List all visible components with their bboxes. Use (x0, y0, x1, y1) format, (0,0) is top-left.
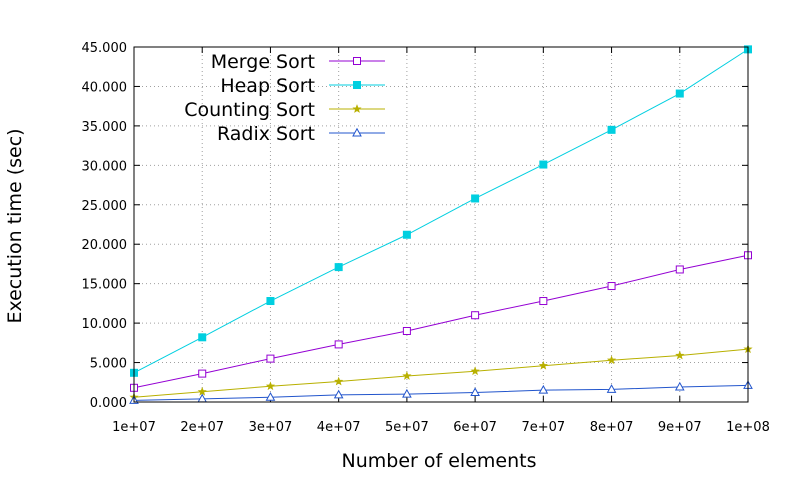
data-point-heap-sort (266, 297, 275, 306)
legend-marker-heap-sort (353, 81, 361, 89)
data-point-counting-sort (538, 360, 548, 370)
y-tick-label: 0.000 (90, 396, 127, 411)
x-tick-label: 9e+07 (658, 420, 702, 435)
series-radix-sort (129, 380, 753, 404)
data-point-heap-sort (334, 263, 343, 272)
data-point-radix-sort (402, 388, 412, 398)
legend-label-heap-sort: Heap Sort (220, 75, 315, 97)
data-point-merge-sort (539, 297, 548, 306)
data-point-radix-sort (470, 387, 480, 397)
data-point-counting-sort (606, 355, 617, 365)
data-point-merge-sort (607, 282, 616, 291)
legend-label-radix-sort: Radix Sort (217, 123, 315, 145)
data-point-radix-sort (606, 384, 617, 393)
y-tick-label: 10.000 (82, 317, 128, 332)
x-tick-label: 3e+07 (249, 420, 293, 435)
y-axis-title: Execution time (sec) (4, 128, 26, 323)
data-point-radix-sort (333, 389, 344, 399)
data-point-merge-sort (266, 354, 275, 363)
legend-item-merge-sort: Merge Sort (211, 51, 385, 73)
y-tick-label: 30.000 (82, 159, 128, 174)
data-point-merge-sort (402, 327, 411, 335)
data-point-radix-sort (538, 384, 549, 394)
y-tick-label: 20.000 (82, 238, 128, 253)
data-point-counting-sort (470, 366, 480, 376)
data-point-counting-sort (265, 381, 276, 391)
legend-marker-counting-sort (352, 104, 362, 113)
x-tick-label: 8e+07 (590, 420, 634, 435)
legend-item-radix-sort: Radix Sort (217, 123, 385, 145)
data-point-merge-sort (675, 265, 684, 274)
y-tick-label: 25.000 (82, 199, 128, 214)
data-point-radix-sort (265, 392, 276, 401)
series-line-counting-sort (133, 348, 749, 398)
data-point-heap-sort (607, 125, 616, 134)
data-point-merge-sort (471, 311, 480, 320)
data-point-merge-sort (334, 340, 343, 349)
data-point-heap-sort (471, 194, 480, 203)
legend-label-counting-sort: Counting Sort (184, 99, 315, 121)
data-point-heap-sort (539, 160, 548, 169)
data-point-radix-sort (197, 393, 208, 403)
series-counting-sort (129, 344, 753, 402)
legend-item-counting-sort: Counting Sort (184, 99, 385, 121)
data-point-counting-sort (675, 350, 685, 360)
data-point-counting-sort (334, 376, 344, 386)
series-line-merge-sort (133, 254, 749, 389)
data-point-counting-sort (197, 386, 207, 396)
legend-marker-merge-sort (353, 57, 361, 65)
x-tick-label: 1e+08 (726, 420, 770, 435)
y-tick-label: 35.000 (82, 120, 128, 135)
series-merge-sort (130, 251, 752, 392)
data-point-merge-sort (198, 369, 207, 378)
plot-frame (133, 46, 749, 403)
legend-item-heap-sort: Heap Sort (220, 75, 385, 97)
axis-ticks: 0.000 5.000 10.000 15.000 20.000 25.000 30.000… (82, 41, 770, 435)
data-point-heap-sort (675, 89, 684, 98)
x-tick-label: 6e+07 (453, 420, 497, 435)
legend-label-merge-sort: Merge Sort (211, 51, 315, 73)
x-tick-label: 5e+07 (385, 420, 429, 435)
x-axis-title: Number of elements (342, 450, 537, 472)
x-tick-label: 4e+07 (317, 420, 361, 435)
legend-marker-radix-sort (352, 127, 362, 137)
y-tick-label: 45.000 (82, 41, 128, 56)
x-tick-label: 7e+07 (521, 420, 565, 435)
y-tick-label: 15.000 (82, 278, 128, 293)
data-point-heap-sort (198, 333, 207, 342)
series-line-radix-sort (133, 384, 749, 401)
y-tick-label: 40.000 (82, 80, 128, 95)
series-line-heap-sort (133, 48, 749, 374)
x-tick-label: 1e+07 (112, 420, 156, 435)
data-point-radix-sort (674, 381, 685, 391)
x-tick-label: 2e+07 (180, 420, 224, 435)
data-point-heap-sort (402, 230, 411, 239)
y-tick-label: 5.000 (90, 357, 127, 372)
data-point-counting-sort (402, 371, 412, 380)
